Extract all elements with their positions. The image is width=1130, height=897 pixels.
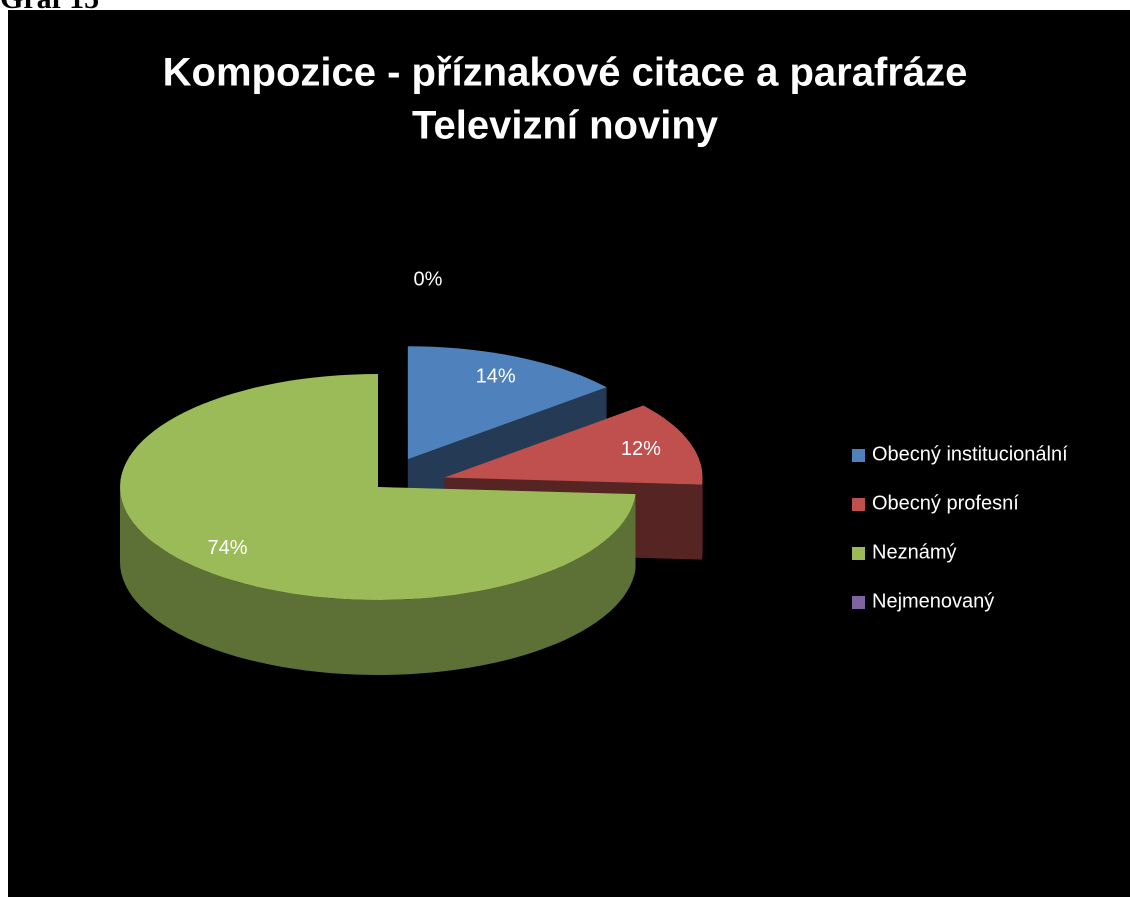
- legend-marker: [852, 596, 865, 609]
- legend-label: Neznámý: [872, 541, 956, 563]
- data-label: 12%: [621, 438, 661, 460]
- legend-label: Obecný profesní: [872, 492, 1019, 514]
- chart-title: Kompozice - příznakové citace a parafráz…: [163, 51, 968, 95]
- data-label: 74%: [208, 537, 248, 559]
- slice: [444, 405, 703, 485]
- data-label: 0%: [414, 269, 443, 291]
- legend-marker: [852, 498, 865, 511]
- legend-label: Obecný institucionální: [872, 443, 1068, 465]
- legend-label: Nejmenovaný: [872, 590, 994, 612]
- legend-marker: [852, 449, 865, 462]
- legend-marker: [852, 547, 865, 560]
- chart-subtitle: Televizní noviny: [412, 104, 719, 148]
- slice: [407, 346, 607, 460]
- data-label: 14%: [476, 366, 516, 388]
- slice-side: [702, 477, 703, 560]
- slice: [120, 374, 636, 600]
- slice-side: [120, 487, 636, 675]
